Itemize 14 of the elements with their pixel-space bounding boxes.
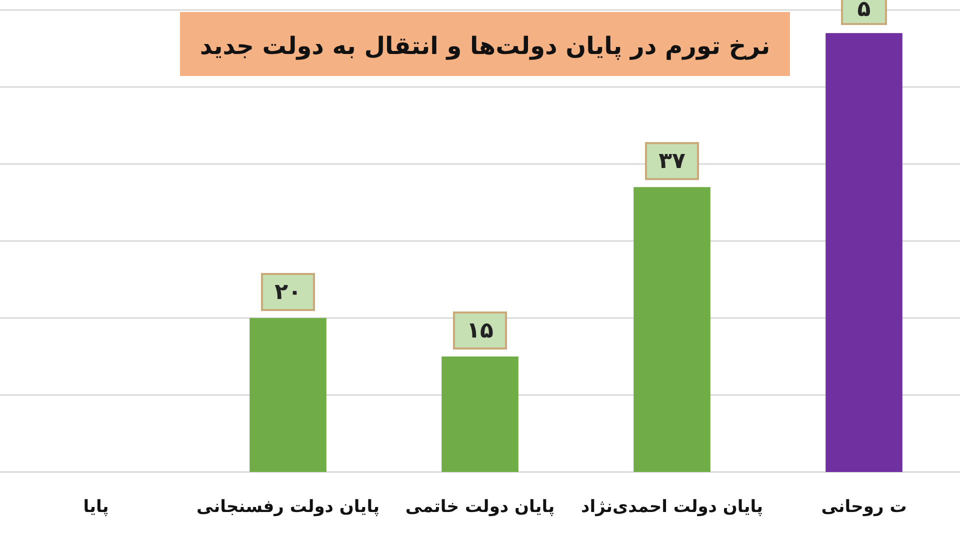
bar — [634, 187, 710, 472]
annotation: ۵ — [857, 0, 871, 22]
x-tick-label: پایان دولت خاتمی — [405, 497, 555, 517]
x-tick-label: پایا — [83, 497, 109, 517]
text: نرخ تورم در پایان دولت‌ها و انتقال به دولت جدید — [200, 32, 770, 60]
data-label: ۳۷ — [658, 149, 686, 174]
data-label: ۲۰ — [274, 280, 302, 305]
bar — [826, 33, 902, 472]
bar — [250, 318, 326, 472]
x-tick-label: پایان دولت احمدی‌نژاد — [581, 497, 763, 517]
data-label: ۱۵ — [466, 318, 494, 344]
x-tick-label: ت روحانی — [821, 497, 907, 517]
x-tick-label: پایان دولت رفسنجانی — [196, 497, 380, 517]
bar — [442, 356, 518, 472]
